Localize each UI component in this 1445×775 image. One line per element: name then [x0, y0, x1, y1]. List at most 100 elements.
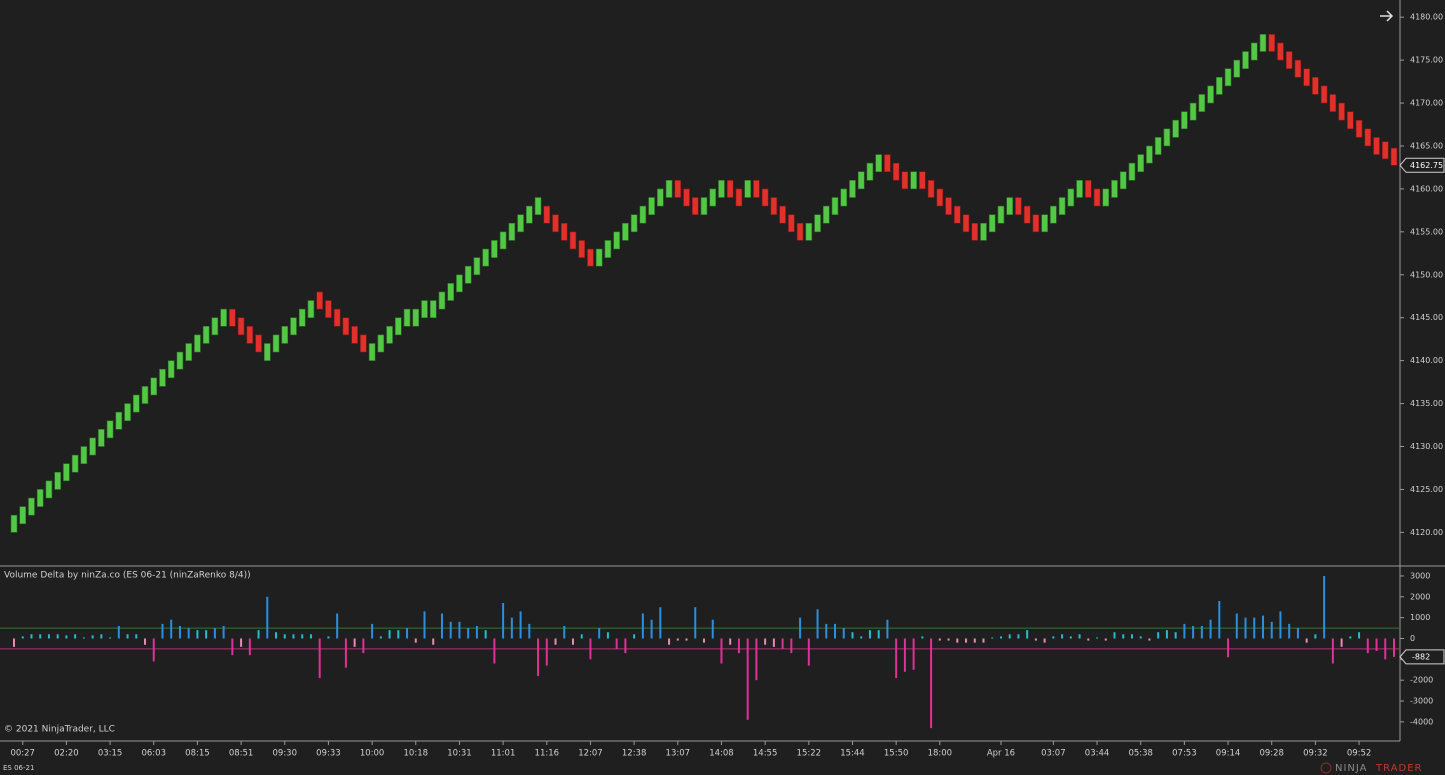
candle	[849, 180, 856, 198]
delta-bar	[1148, 638, 1151, 641]
delta-bar	[825, 623, 828, 639]
candle	[377, 334, 385, 353]
delta-bar	[1323, 575, 1326, 639]
candle	[1216, 76, 1223, 95]
candle	[237, 317, 245, 336]
candle	[744, 180, 751, 198]
x-tick-label: 11:01	[491, 749, 516, 759]
x-tick-label: 15:44	[840, 749, 865, 759]
candle	[185, 343, 192, 361]
candle	[1207, 85, 1214, 104]
delta-bar	[144, 638, 147, 645]
delta-bar	[764, 638, 767, 645]
candle	[1076, 180, 1083, 198]
candle	[473, 257, 481, 276]
delta-bar	[309, 634, 312, 639]
delta-bar	[589, 638, 592, 660]
delta-bar	[571, 638, 574, 645]
y-tick-label: -2000	[1410, 676, 1433, 685]
candle	[1320, 85, 1328, 104]
delta-bar	[528, 623, 531, 639]
candle	[665, 180, 673, 198]
candle	[491, 240, 498, 258]
delta-bar	[82, 637, 85, 639]
delta-bar	[414, 638, 417, 643]
delta-bar	[74, 634, 77, 639]
x-tick-label: 09:14	[1216, 749, 1241, 759]
candle	[45, 480, 53, 499]
candle	[1058, 197, 1066, 215]
x-tick-label: 13:07	[666, 749, 691, 759]
x-tick-label: 06:03	[141, 749, 166, 759]
scroll-arrow[interactable]	[1380, 10, 1394, 22]
candle	[429, 300, 437, 319]
delta-bar	[117, 625, 120, 639]
candle	[263, 343, 271, 361]
delta-bar	[30, 634, 33, 639]
delta-bar	[1261, 615, 1264, 639]
candle	[1268, 34, 1276, 52]
candle	[360, 334, 367, 353]
delta-bar	[598, 628, 601, 639]
candle	[447, 283, 455, 301]
candle	[1233, 59, 1241, 78]
y-tick-label: 4145.00	[1410, 313, 1443, 322]
candle	[412, 308, 420, 327]
delta-bar	[519, 611, 522, 639]
candle	[1303, 68, 1310, 87]
candle	[1015, 197, 1022, 215]
candle	[988, 214, 996, 233]
candle	[316, 291, 323, 310]
delta-bar	[633, 634, 636, 639]
delta-bar	[1270, 621, 1273, 639]
candle	[1128, 162, 1136, 181]
delta-bar	[554, 638, 557, 645]
candle	[884, 154, 891, 173]
candle	[307, 300, 315, 319]
candle	[438, 291, 446, 310]
delta-bar	[502, 603, 505, 639]
delta-bar	[458, 621, 461, 639]
delta-bar	[1192, 625, 1195, 639]
delta-bar	[170, 619, 173, 639]
candle	[1224, 68, 1232, 87]
last-price-label: 4162.75	[1410, 161, 1443, 170]
y-tick-label: -3000	[1410, 697, 1433, 706]
y-tick-label: 2000	[1410, 592, 1430, 601]
delta-bar	[965, 638, 968, 643]
candle	[19, 506, 27, 525]
candle	[735, 188, 743, 207]
x-tick-label: 10:31	[447, 749, 472, 759]
candle	[202, 325, 210, 344]
x-tick-label: 09:30	[273, 749, 298, 759]
delta-bar	[790, 638, 793, 654]
y-tick-label: 4135.00	[1410, 399, 1443, 408]
candle	[1364, 128, 1372, 147]
last-delta-label: -882	[1412, 652, 1430, 661]
delta-bar	[668, 638, 671, 645]
x-tick-label: 14:55	[753, 749, 778, 759]
candle	[726, 180, 734, 198]
candle	[639, 205, 647, 224]
candle	[1355, 119, 1363, 138]
delta-bar	[344, 638, 347, 668]
x-tick-label: 11:16	[535, 749, 560, 759]
delta-bar	[47, 634, 50, 639]
candle	[875, 154, 882, 173]
candle	[1189, 102, 1197, 121]
candle	[1067, 188, 1075, 207]
delta-bar	[21, 636, 24, 639]
candle	[1381, 141, 1389, 160]
delta-bar	[711, 619, 714, 639]
delta-bar	[161, 623, 164, 639]
candle	[587, 248, 594, 267]
delta-bar	[301, 634, 304, 639]
delta-bar	[1061, 634, 1064, 639]
delta-bar	[327, 636, 330, 639]
logo-left: NINJA	[1335, 763, 1368, 774]
candle	[936, 188, 944, 207]
x-tick-label: Apr 16	[987, 749, 1015, 759]
candle	[176, 351, 184, 370]
delta-bar	[100, 634, 103, 639]
